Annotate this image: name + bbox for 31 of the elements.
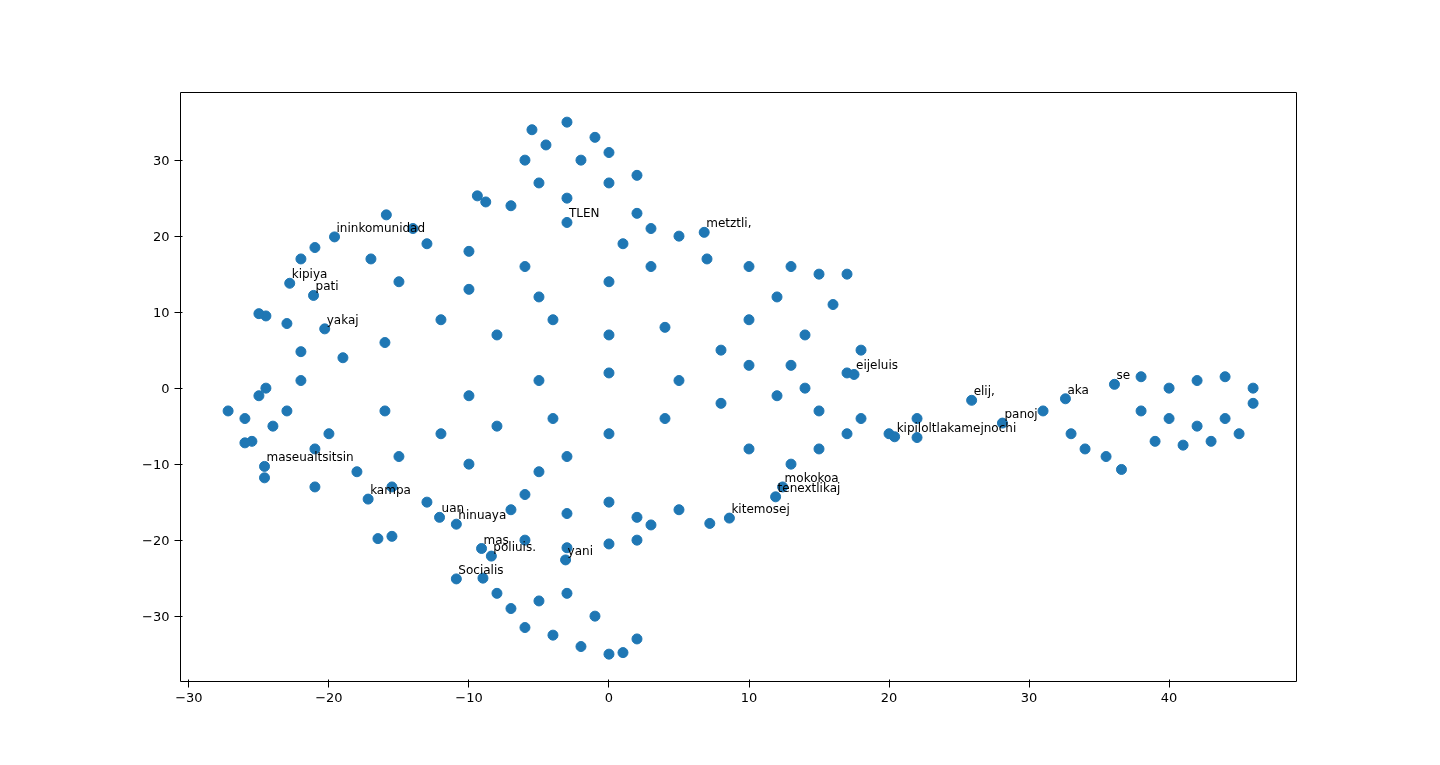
annotation: kitemosej	[731, 502, 790, 517]
annotation: maseualtsitsin	[266, 450, 354, 465]
x-tick-label: 30	[1020, 689, 1038, 705]
x-tick-label: 0	[604, 689, 614, 705]
x-tick-label: 10	[740, 689, 758, 705]
annotation: panoj	[1004, 407, 1038, 422]
annotation: kipiya	[291, 267, 328, 282]
x-tick-label: −10	[455, 689, 483, 705]
y-tick-label: 0	[161, 380, 170, 396]
x-tick-label: 20	[880, 689, 898, 705]
y-tick-label: −20	[142, 532, 170, 548]
y-tick-label: 30	[152, 152, 170, 168]
annotation: elij,	[973, 384, 995, 399]
annotation: kampa	[370, 483, 411, 498]
annotation: eijeluis	[856, 358, 898, 373]
annotation: metztli,	[706, 216, 752, 231]
annotation: yakaj	[326, 312, 359, 327]
y-tick-label: 20	[152, 228, 170, 244]
annotation: kipiloltlakamejnochi	[896, 420, 1017, 435]
x-tick-label: 40	[1160, 689, 1178, 705]
annotation: se	[1116, 368, 1131, 383]
annotation: yani	[567, 543, 593, 558]
annotation: pati	[315, 279, 339, 294]
y-tick-label: −10	[142, 456, 170, 472]
annotation: aka	[1067, 382, 1089, 397]
y-tick-label: −30	[142, 608, 170, 624]
annotation: Socialis	[458, 562, 504, 577]
annotation: TLEN	[567, 206, 600, 221]
x-tick-label: −30	[175, 689, 203, 705]
x-tick-label: −20	[315, 689, 343, 705]
y-tick-label: 10	[152, 304, 170, 320]
